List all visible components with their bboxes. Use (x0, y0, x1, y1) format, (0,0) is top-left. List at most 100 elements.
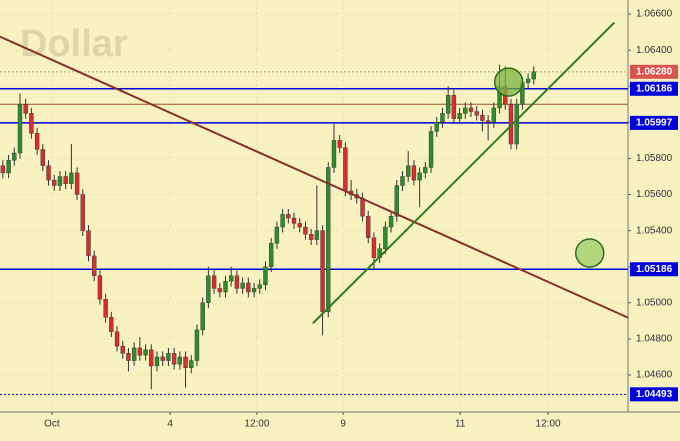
candle-body (229, 275, 234, 282)
candle-body (360, 197, 365, 217)
y-tick-label: 1.06400 (636, 45, 673, 56)
candle-body (120, 345, 125, 354)
candle-body (137, 347, 143, 356)
level-label-box (630, 64, 678, 79)
candle-body (297, 223, 302, 228)
level-label: 1.05186 (636, 264, 673, 275)
candle-body (114, 331, 120, 347)
candle-body (40, 149, 46, 166)
y-tick-label: 1.05600 (636, 189, 673, 200)
candle-body (57, 176, 63, 186)
y-tick-label: 1.04800 (636, 334, 673, 345)
y-tick-label: 1.05400 (636, 225, 673, 236)
candle-body (34, 132, 40, 150)
candle-body (194, 329, 200, 361)
candle-body (371, 237, 377, 258)
candle-body (80, 194, 85, 231)
candle-body (366, 215, 371, 239)
candle-body (423, 167, 428, 174)
candle-body (200, 302, 205, 331)
candle-body (514, 104, 519, 145)
candle-body (257, 284, 262, 289)
candle-body (217, 288, 222, 293)
candle-body (29, 113, 34, 134)
candle-body (280, 214, 285, 228)
candle-body (63, 176, 68, 184)
x-tick-label: Oct (44, 419, 60, 430)
candle-body (149, 349, 154, 367)
candle-body (343, 147, 348, 192)
candle-body (166, 353, 171, 361)
candle-body (303, 226, 308, 235)
candle-body (320, 230, 325, 313)
candle-body (331, 140, 337, 168)
candle-body (97, 275, 103, 300)
candle-body (103, 299, 108, 318)
candle-body (131, 347, 137, 361)
candle-body (274, 226, 280, 244)
chart-title: Dollar (20, 23, 128, 65)
candle-body (109, 317, 114, 332)
candle-body (52, 179, 57, 186)
x-tick-label: 12:00 (244, 419, 269, 430)
candle-body (74, 172, 80, 195)
level-label: 1.06186 (636, 83, 673, 94)
candle-body (383, 226, 388, 249)
candle-body (314, 230, 320, 240)
x-tick-label: 11 (455, 419, 466, 430)
candle-body (69, 172, 74, 184)
trend-line (312, 21, 616, 325)
candle-body (411, 165, 417, 181)
candle-body (206, 275, 211, 304)
candle-body (246, 282, 251, 293)
x-tick-label: 9 (340, 419, 346, 430)
candle-body (388, 215, 394, 228)
candle-body (406, 165, 411, 177)
candle-body (394, 185, 399, 217)
candle-body (0, 165, 6, 174)
y-tick-label: 1.05800 (636, 153, 673, 164)
candle-body (445, 95, 451, 114)
level-label: 1.06280 (636, 66, 673, 77)
level-label: 1.05997 (636, 118, 673, 129)
candle-body (457, 113, 462, 119)
candle-body (189, 360, 194, 368)
candle-body (223, 280, 228, 293)
candle-body (308, 234, 314, 240)
y-tick-label: 1.04600 (636, 370, 673, 381)
candle-body (291, 217, 297, 224)
trend-line (0, 35, 629, 319)
candle-body (171, 353, 177, 365)
candle-body (400, 176, 405, 186)
y-tick-label: 1.05000 (636, 297, 673, 308)
candle-body (177, 356, 183, 365)
candle-body (531, 71, 536, 80)
y-tick-label: 1.06600 (636, 9, 673, 20)
candle-body (263, 266, 268, 285)
candle-body (86, 230, 91, 257)
candle-body (326, 167, 331, 313)
candle-body (491, 107, 497, 123)
candle-body (474, 111, 479, 116)
candle-body (525, 78, 531, 83)
candle-body (268, 243, 274, 267)
candle-body (183, 356, 188, 368)
candle-body (126, 353, 131, 361)
candle-body (428, 131, 434, 168)
candle-body (440, 113, 445, 123)
candle-body (46, 165, 51, 181)
candle-body (12, 152, 17, 161)
candle-body (154, 356, 160, 367)
candle-body (211, 275, 217, 289)
candle-body (451, 95, 457, 119)
candle-body (6, 160, 11, 174)
candle-body (434, 122, 439, 132)
candle-body (468, 107, 474, 112)
x-tick-label: 12:00 (536, 419, 561, 430)
candle-body (234, 275, 240, 289)
level-label: 1.04493 (636, 389, 673, 400)
marker-circle (493, 67, 524, 97)
